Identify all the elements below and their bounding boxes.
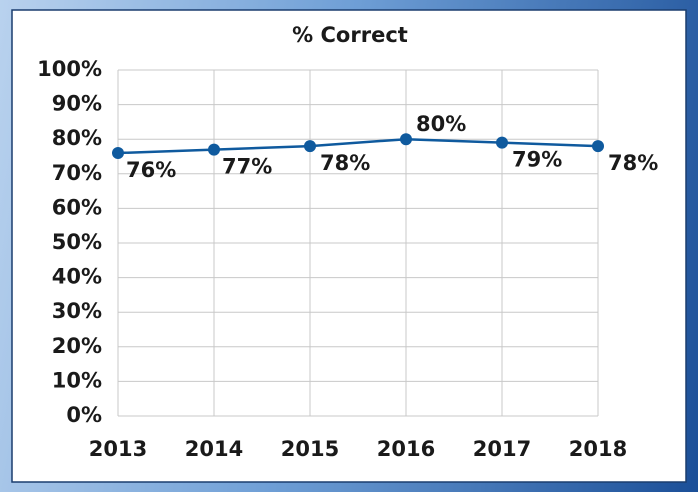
x-tick-label: 2015 bbox=[281, 437, 339, 461]
y-tick-label: 100% bbox=[37, 57, 102, 81]
data-label: 78% bbox=[608, 151, 658, 175]
chart-title: % Correct bbox=[292, 23, 408, 47]
point bbox=[112, 147, 124, 160]
y-tick-label: 70% bbox=[52, 161, 102, 185]
y-tick-label: 0% bbox=[66, 403, 102, 427]
y-tick-label: 90% bbox=[52, 92, 102, 116]
x-tick-label: 2017 bbox=[473, 437, 531, 461]
point bbox=[592, 140, 604, 153]
y-tick-label: 60% bbox=[52, 195, 102, 219]
point bbox=[400, 133, 412, 146]
point bbox=[208, 143, 220, 156]
panel bbox=[11, 9, 687, 483]
data-label: 78% bbox=[320, 151, 370, 175]
point bbox=[496, 136, 508, 149]
y-tick-label: 10% bbox=[52, 368, 102, 392]
y-tick-label: 50% bbox=[52, 230, 102, 254]
data-label: 77% bbox=[222, 155, 272, 179]
point bbox=[304, 140, 316, 153]
x-tick-label: 2016 bbox=[377, 437, 435, 461]
x-tick-label: 2013 bbox=[89, 437, 147, 461]
y-tick-label: 20% bbox=[52, 334, 102, 358]
x-tick-label: 2014 bbox=[185, 437, 243, 461]
line bbox=[117, 137, 599, 155]
x-tick-label: 2018 bbox=[569, 437, 627, 461]
y-tick-label: 30% bbox=[52, 299, 102, 323]
data-label: 79% bbox=[512, 148, 562, 172]
data-label: 76% bbox=[126, 158, 176, 182]
data-label: 80% bbox=[416, 112, 466, 136]
y-tick-label: 80% bbox=[52, 126, 102, 150]
y-tick-label: 40% bbox=[52, 265, 102, 289]
